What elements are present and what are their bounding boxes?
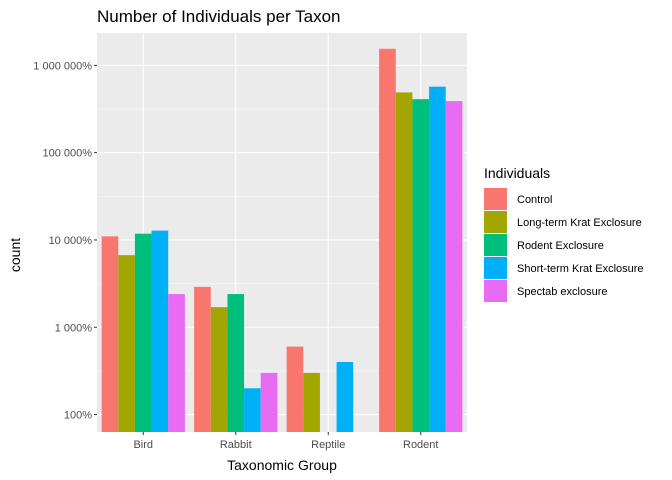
bar <box>210 307 228 432</box>
legend-label: Control <box>517 194 552 206</box>
bar <box>286 346 304 432</box>
bar <box>395 92 413 432</box>
bar <box>168 294 185 432</box>
bars <box>101 48 463 433</box>
legend-label: Long-term Krat Exclosure <box>517 217 642 229</box>
bar <box>101 236 119 432</box>
bar <box>412 99 430 432</box>
y-tick-label: 1 000% <box>55 322 93 334</box>
x-tick-label: Bird <box>133 439 153 451</box>
y-tick-label: 100 000% <box>42 148 92 160</box>
y-axis: 100% 1 000% 10 000% 100 000% 1 000 000% <box>33 60 97 422</box>
x-tick-label: Rabbit <box>220 439 252 451</box>
bar <box>244 388 261 432</box>
y-tick-label: 10 000% <box>49 235 93 247</box>
legend: Individuals Control Long-term Krat Exclos… <box>484 165 644 302</box>
legend-label: Short-term Krat Exclosure <box>517 263 644 275</box>
bar <box>303 372 320 432</box>
legend-key <box>484 188 507 210</box>
y-axis-title: count <box>7 238 23 272</box>
bar <box>379 48 396 432</box>
legend-key <box>484 234 507 256</box>
bar <box>194 286 211 432</box>
bar <box>260 372 278 432</box>
y-tick-label: 100% <box>64 410 92 422</box>
x-axis-title: Taxonomic Group <box>227 457 337 473</box>
legend-label: Rodent Exclosure <box>517 240 604 252</box>
x-tick-label: Rodent <box>403 439 438 451</box>
x-tick-label: Reptile <box>311 439 345 451</box>
bar <box>134 233 152 432</box>
bar <box>227 294 245 432</box>
legend-key <box>484 211 507 233</box>
bar <box>445 101 463 433</box>
legend-title: Individuals <box>484 165 550 181</box>
bar <box>429 86 446 433</box>
chart-title: Number of Individuals per Taxon <box>97 7 341 26</box>
legend-key <box>484 257 507 279</box>
bar <box>151 230 169 432</box>
x-axis: Bird Rabbit Reptile Rodent <box>133 432 438 451</box>
legend-label: Spectab exclosure <box>517 286 608 298</box>
bar <box>118 255 135 432</box>
bar <box>336 361 354 432</box>
y-tick-label: 1 000 000% <box>33 60 92 72</box>
legend-key <box>484 280 507 302</box>
